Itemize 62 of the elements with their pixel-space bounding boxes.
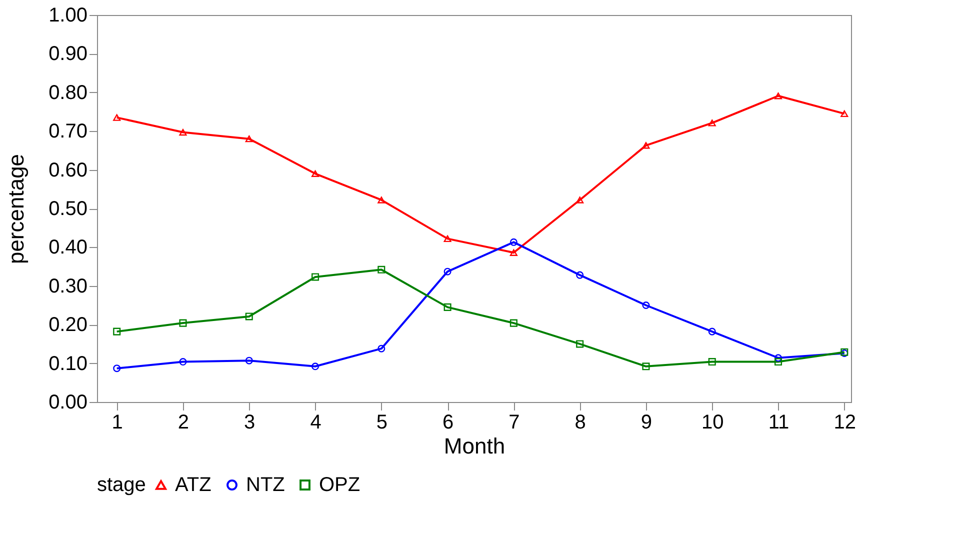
point — [642, 301, 650, 310]
point — [378, 196, 386, 204]
point — [708, 328, 716, 336]
point — [774, 92, 782, 100]
x-axis-title: Month — [444, 434, 506, 458]
point — [444, 303, 452, 311]
point — [245, 136, 253, 142]
point — [642, 142, 650, 149]
y-tick-label: 0.20 — [48, 314, 88, 336]
point — [774, 358, 782, 366]
y-tick-label: 1.00 — [48, 4, 88, 26]
point — [312, 273, 320, 281]
point — [576, 196, 584, 204]
point — [510, 249, 518, 256]
x-tick-label: 3 — [244, 412, 256, 434]
y-tick-label: 0.90 — [48, 43, 88, 66]
point — [840, 110, 848, 118]
point — [179, 319, 187, 327]
point — [113, 114, 121, 121]
point — [642, 362, 650, 370]
y-tick-label: 0.50 — [48, 198, 88, 220]
point — [774, 354, 782, 362]
legend-title: stage — [97, 474, 146, 496]
point — [510, 319, 518, 327]
x-tick-label: 12 — [834, 412, 856, 434]
y-tick-label: 0.00 — [48, 392, 88, 414]
y-tick-label: 0.80 — [48, 82, 88, 104]
legend-label: NTZ — [246, 474, 285, 496]
y-tick-label: 0.40 — [48, 236, 88, 259]
point — [708, 358, 716, 366]
point — [576, 271, 584, 279]
y-axis-title: percentage — [4, 154, 29, 264]
point — [378, 344, 386, 352]
x-tick-label: 4 — [310, 412, 322, 434]
y-tick-label: 0.70 — [48, 120, 88, 143]
x-tick-label: 8 — [574, 412, 586, 434]
x-tick-label: 2 — [178, 412, 190, 434]
x-tick-label: 7 — [508, 412, 520, 434]
point — [378, 266, 386, 274]
legend-label: ATZ — [175, 474, 212, 496]
point — [179, 128, 187, 136]
point — [179, 358, 187, 366]
point — [312, 362, 320, 370]
point — [245, 356, 253, 364]
x-tick-label: 6 — [442, 412, 454, 434]
point — [510, 238, 518, 246]
x-tick-label: 11 — [768, 412, 790, 434]
x-tick-label: 1 — [112, 412, 123, 434]
point — [444, 235, 452, 242]
legend-label: OPZ — [319, 474, 360, 496]
point — [113, 328, 121, 336]
point — [708, 120, 716, 126]
point — [245, 312, 253, 320]
point — [444, 268, 452, 276]
point — [312, 170, 320, 178]
y-tick-label: 0.10 — [48, 352, 88, 375]
x-tick-label: 5 — [376, 412, 388, 434]
x-tick-label: 10 — [701, 412, 724, 434]
point — [576, 340, 584, 348]
y-tick-label: 0.60 — [48, 159, 88, 182]
x-tick-label: 9 — [640, 412, 652, 434]
y-tick-label: 0.30 — [48, 275, 88, 298]
